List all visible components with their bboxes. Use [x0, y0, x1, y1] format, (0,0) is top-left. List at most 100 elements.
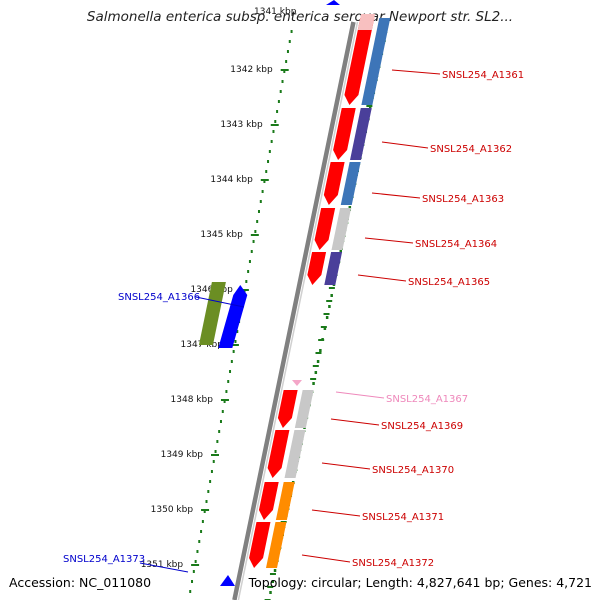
leader-line-snsl254_a1363	[371, 192, 421, 199]
gene-marker-top[interactable]	[326, 0, 340, 5]
ruler-dot	[198, 540, 201, 543]
gene-label-snsl254_a1363: SNSL254_A1363	[422, 194, 504, 205]
gene-label-snsl254_a1364: SNSL254_A1364	[415, 239, 497, 250]
ruler-dot	[189, 590, 192, 593]
ruler-dot	[286, 50, 289, 53]
gene-arrow-snsl254_a1366[interactable]	[218, 285, 248, 348]
accession-label: Accession: NC_011080	[9, 575, 152, 590]
ruler-dot	[227, 380, 230, 383]
track-tick	[320, 326, 327, 328]
leader-line-snsl254_a1366	[195, 296, 245, 308]
ruler-dot	[281, 80, 284, 83]
gene-marker-snsl254_a1367[interactable]	[292, 380, 302, 386]
cog-bar-snsl254_a1363[interactable]	[340, 162, 361, 205]
ruler-dot	[268, 150, 271, 153]
ruler-dot	[267, 160, 270, 163]
leader-line-snsl254_a1373	[139, 562, 189, 573]
cog-bar-snsl254_a1365[interactable]	[324, 252, 343, 285]
gene-arrow-snsl254_a1363[interactable]	[323, 162, 345, 205]
ruler-dot	[209, 480, 212, 483]
gene-arrow-snsl254_a1372[interactable]	[249, 522, 271, 568]
track-dot	[339, 250, 342, 253]
gene-arrow-cap[interactable]	[357, 14, 376, 30]
ruler-dot	[194, 560, 197, 563]
leader-line-snsl254_a1361	[391, 69, 441, 75]
ruler-dot	[272, 130, 275, 133]
cog-bar-snsl254_a1364[interactable]	[331, 208, 352, 250]
ruler-dot	[274, 120, 277, 123]
ruler-dot	[203, 510, 206, 513]
kbp-label-partial: 1341 kbp	[254, 7, 297, 17]
ruler-dot	[285, 60, 288, 63]
cog-bar-snsl254_a1371[interactable]	[275, 482, 295, 520]
ruler-dot	[207, 490, 210, 493]
gene-arrow-snsl254_a1362[interactable]	[333, 108, 356, 160]
ruler-dot	[259, 200, 262, 203]
ruler-dot	[247, 270, 250, 273]
cog-bar-snsl254_a1362[interactable]	[350, 108, 372, 160]
leader-line-snsl254_a1367	[335, 391, 385, 399]
gene-label-snsl254_a1373: SNSL254_A1373	[63, 554, 145, 565]
track-dot	[323, 327, 327, 330]
track-dot	[319, 349, 322, 352]
ruler-dot	[234, 340, 237, 343]
ruler-dot	[191, 580, 194, 583]
cog-bar-snsl254_a1361[interactable]	[361, 18, 391, 105]
gene-label-snsl254_a1366: SNSL254_A1366	[118, 292, 200, 303]
track-tick	[267, 586, 274, 588]
ruler-dot	[218, 430, 221, 433]
gene-label-snsl254_a1369: SNSL254_A1369	[381, 421, 463, 432]
leader-line-snsl254_a1372	[301, 554, 351, 563]
track-tick	[328, 287, 335, 289]
ruler-dot	[250, 250, 253, 253]
ruler-dot	[201, 520, 204, 523]
track-dot	[328, 305, 331, 308]
track-tick	[326, 300, 333, 302]
track-tick	[318, 339, 325, 341]
cog-bar-snsl254_a1369[interactable]	[294, 390, 314, 428]
gene-arrow-snsl254_a1369[interactable]	[277, 390, 298, 428]
ruler-dot	[288, 40, 291, 43]
gene-arrow-snsl254_a1364[interactable]	[314, 208, 336, 250]
ruler-dot	[276, 110, 279, 113]
track-tick	[366, 105, 373, 107]
cog-bar-snsl254_a1370[interactable]	[284, 430, 306, 478]
ruler-dot	[270, 140, 273, 143]
track-dot	[269, 591, 272, 594]
backbone-shadow	[237, 21, 359, 600]
gene-arrow-snsl254_a1373[interactable]	[220, 575, 235, 586]
genome-title: Salmonella enterica subsp. enterica sero…	[86, 9, 514, 25]
track-dot	[314, 371, 318, 374]
backbone-line	[232, 21, 356, 600]
ruler-dot	[232, 350, 235, 353]
ruler-dot	[263, 180, 266, 183]
ruler-dot	[192, 570, 195, 573]
ruler-dot	[252, 240, 255, 243]
ruler-dot	[225, 390, 228, 393]
kbp-label: 1344 kbp	[210, 175, 253, 185]
ruler-dot	[279, 90, 282, 93]
leader-line-snsl254_a1365	[357, 274, 407, 282]
gene-arrow-snsl254_a1361[interactable]	[344, 18, 375, 105]
ruler-dot	[210, 470, 213, 473]
gene-arrow-snsl254_a1370[interactable]	[267, 430, 290, 478]
genome-summary: Topology: circular; Length: 4,827,641 bp…	[248, 575, 592, 590]
gene-label-snsl254_a1361: SNSL254_A1361	[442, 70, 524, 81]
kbp-label: 1350 kbp	[151, 505, 194, 515]
ruler-dot	[265, 170, 268, 173]
ruler-dot	[277, 100, 280, 103]
track-dot	[348, 206, 352, 209]
track-dot	[330, 294, 333, 297]
kbp-label: 1351 kbp	[141, 560, 184, 570]
gene-arrow-snsl254_a1371[interactable]	[258, 482, 279, 520]
gene-label-snsl254_a1370: SNSL254_A1370	[372, 465, 454, 476]
track-dot	[273, 569, 277, 572]
gene-arrow-snsl254_a1365[interactable]	[307, 252, 327, 285]
track-tick	[323, 313, 330, 315]
track-tick	[310, 378, 317, 380]
cog-bar-snsl254_a1372[interactable]	[265, 522, 287, 568]
ruler-dot	[283, 70, 286, 73]
cog-bar-snsl254_a1366[interactable]	[198, 282, 226, 345]
ruler-dot	[245, 280, 248, 283]
